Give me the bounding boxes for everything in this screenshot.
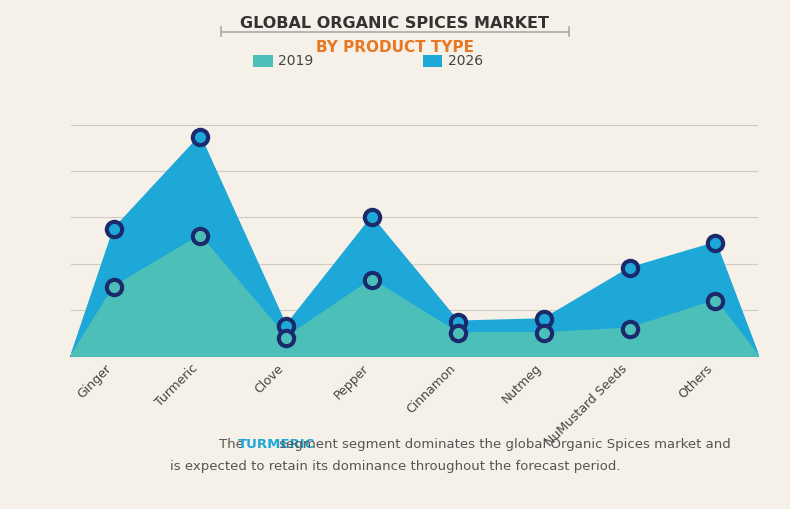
Text: segment segment dominates the global Organic Spices market and: segment segment dominates the global Org… [275, 438, 731, 451]
Text: The: The [219, 438, 248, 451]
Text: is expected to retain its dominance throughout the forecast period.: is expected to retain its dominance thro… [170, 460, 620, 473]
Text: 2019: 2019 [278, 54, 314, 68]
Text: TURMERIC: TURMERIC [238, 438, 314, 451]
Text: 2026: 2026 [448, 54, 483, 68]
Text: GLOBAL ORGANIC SPICES MARKET: GLOBAL ORGANIC SPICES MARKET [240, 16, 550, 31]
Text: BY PRODUCT TYPE: BY PRODUCT TYPE [316, 40, 474, 54]
